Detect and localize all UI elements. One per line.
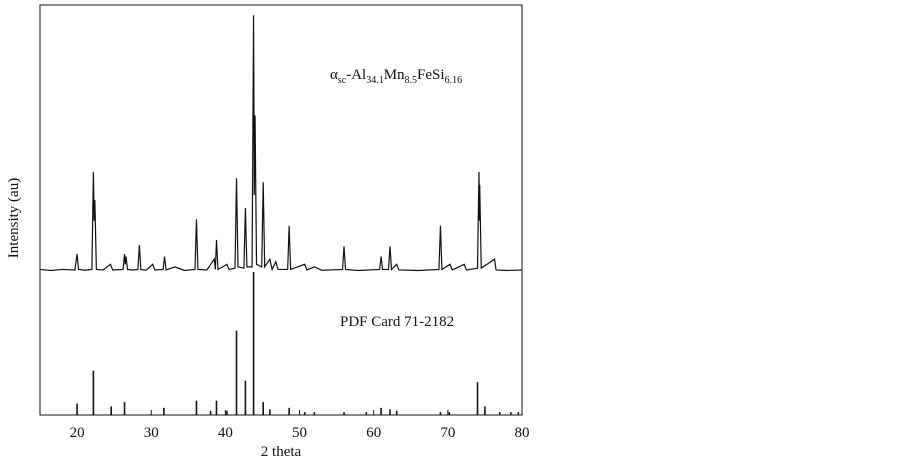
x-axis-label: 2 theta (261, 444, 302, 460)
reference-label: PDF Card 71-2182 (340, 314, 454, 330)
subscript: sc (338, 75, 347, 86)
label-part: α (330, 67, 338, 83)
x-tick-label: 60 (366, 425, 381, 441)
subscript: 8.5 (405, 75, 418, 86)
y-axis-label: Intensity (au) (6, 178, 22, 258)
x-tick-label: 30 (144, 425, 159, 441)
phase-label: αsc-Al34.1Mn8.5FeSi6.16 (330, 67, 462, 86)
x-tick-label: 40 (218, 425, 233, 441)
subscript: 6.16 (445, 75, 463, 86)
label-part: Mn (384, 67, 405, 83)
x-tick-label: 80 (515, 425, 530, 441)
x-tick-label: 20 (70, 425, 85, 441)
label-part: -Al (346, 67, 366, 83)
x-tick-label: 70 (440, 425, 455, 441)
xrd-pattern (39, 15, 523, 272)
label-part: FeSi (417, 67, 445, 83)
plot-frame (39, 4, 523, 416)
subscript: 34.1 (366, 75, 384, 86)
x-tick-label: 50 (292, 425, 307, 441)
